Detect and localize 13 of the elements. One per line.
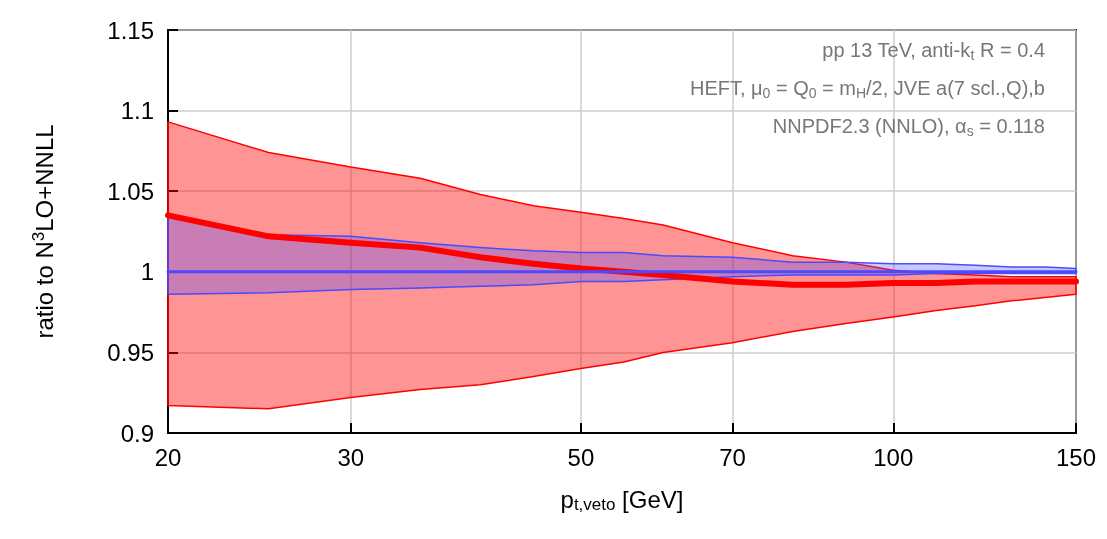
x-tick-label: 20 — [154, 443, 182, 471]
y-tick-label: 0.9 — [120, 419, 154, 447]
y-tick-label: 0.95 — [107, 338, 154, 366]
y-tick-label: 1.05 — [107, 177, 154, 205]
x-tick-label: 30 — [337, 443, 365, 471]
y-axis-title: ratio to N3LO+NNLL — [29, 124, 58, 339]
y-tick-label: 1.1 — [120, 97, 154, 125]
x-tick-label: 70 — [719, 443, 746, 471]
x-tick-label: 50 — [567, 443, 595, 471]
x-tick-label: 100 — [873, 443, 914, 471]
y-tick-label: 1 — [140, 258, 154, 286]
y-tick-label: 1.15 — [107, 16, 154, 44]
x-tick-label: 150 — [1055, 443, 1097, 471]
